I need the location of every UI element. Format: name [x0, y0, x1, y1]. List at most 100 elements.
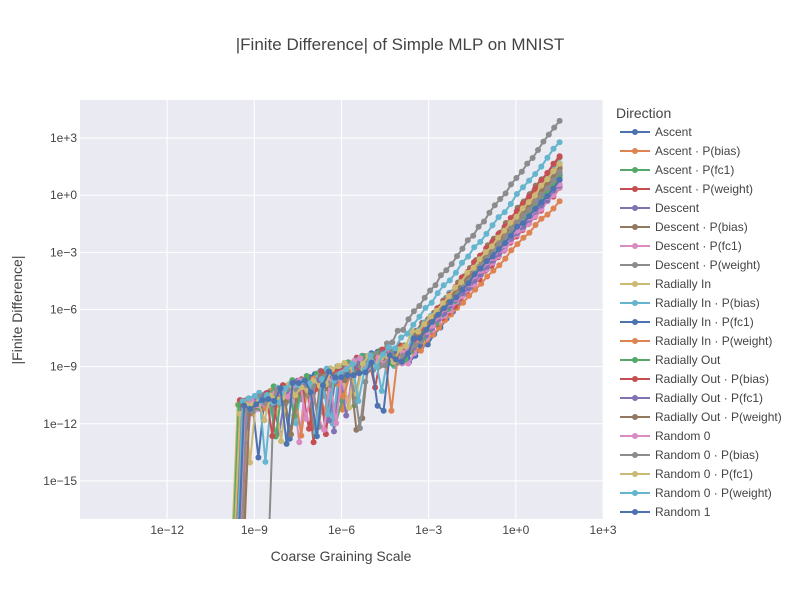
series-point [550, 168, 557, 175]
y-tick-label: 1e−15 [43, 474, 77, 488]
series-point [477, 265, 484, 272]
series-point [452, 269, 459, 276]
series-point [508, 181, 514, 188]
legend-item: Radially In · P(bias) [620, 296, 760, 310]
series-point [556, 160, 563, 167]
series-point [470, 232, 477, 239]
series-point [339, 406, 346, 413]
series-point [502, 255, 509, 262]
series-point [470, 264, 477, 271]
series-point [513, 213, 520, 220]
series-point [490, 267, 497, 274]
series-point [529, 155, 536, 161]
series-point [496, 262, 503, 269]
series-point [520, 184, 526, 191]
series-point [301, 377, 308, 384]
series-point [507, 200, 514, 207]
series-point [526, 193, 532, 200]
series-point [472, 286, 479, 293]
series-point [306, 425, 312, 432]
x-axis-ticks: 1e−12 1e−9 1e−6 1e−3 1e+0 1e+3 [150, 523, 617, 537]
series-point [245, 395, 252, 402]
series-point [532, 171, 539, 177]
series-point [331, 428, 337, 435]
y-axis-title: |Finite Difference| [9, 256, 25, 365]
series-point [411, 335, 417, 342]
series-point [402, 343, 409, 350]
series-point [508, 225, 515, 232]
series-point [340, 393, 347, 400]
series-point [410, 321, 417, 328]
series-point [477, 238, 484, 245]
series-point [318, 376, 325, 382]
series-point [556, 139, 563, 146]
series-point [326, 368, 332, 375]
series-point [453, 294, 460, 301]
series-point [491, 202, 498, 209]
series-point [378, 388, 385, 394]
series-point [526, 229, 533, 236]
series-point [429, 318, 436, 325]
legend-label: Radially In · P(weight) [655, 334, 772, 348]
series-point [526, 177, 533, 184]
legend-label: Radially In · P(fc1) [655, 315, 754, 329]
series-point [379, 351, 386, 358]
series-point [439, 300, 446, 307]
series-point [432, 282, 439, 289]
series-point [476, 256, 483, 263]
series-point [355, 398, 362, 404]
series-point [482, 249, 489, 256]
series-point [388, 407, 395, 414]
series-point [458, 279, 465, 286]
legend-item: Ascent · P(bias) [620, 144, 740, 158]
series-point [293, 420, 299, 427]
legend-item: Random 1 [620, 505, 711, 519]
series-point [389, 339, 396, 346]
legend-label: Ascent · P(bias) [655, 144, 740, 158]
series-point [374, 402, 381, 409]
series-point [440, 282, 447, 289]
y-tick-label: 1e+3 [50, 131, 77, 145]
series-point [386, 352, 393, 359]
series-point [404, 330, 411, 337]
series-point [434, 290, 441, 297]
series-point [447, 299, 454, 306]
series-point [495, 214, 502, 221]
legend-item: Descent · P(bias) [620, 220, 748, 234]
series-point [335, 363, 342, 369]
series-point [518, 168, 525, 175]
x-tick-label: 1e−9 [241, 523, 268, 537]
series-point [344, 372, 351, 379]
legend-item: Descent [620, 201, 700, 215]
series-point [452, 284, 459, 291]
legend-label: Random 0 [655, 429, 711, 443]
legend-swatch-marker [632, 167, 638, 173]
legend-item: Descent · P(weight) [620, 258, 760, 272]
series-point [538, 182, 545, 189]
legend-item: Ascent · P(fc1) [620, 163, 734, 177]
series-point [421, 294, 428, 301]
series-point [255, 454, 262, 461]
legend-swatch-marker [632, 338, 638, 344]
legend-label: Random 0 · P(bias) [655, 448, 759, 462]
series-point [502, 240, 508, 247]
legend-swatch-marker [632, 262, 638, 268]
series-point [448, 261, 455, 268]
series-point [497, 196, 504, 202]
y-tick-label: 1e−12 [43, 417, 77, 431]
series-point [478, 280, 485, 287]
series-point [550, 160, 557, 167]
series-point [380, 407, 387, 414]
series-point [416, 313, 423, 320]
x-tick-label: 1e+3 [589, 523, 616, 537]
series-point [544, 170, 551, 176]
series-point [538, 199, 545, 205]
series-point [302, 415, 309, 422]
series-point [501, 209, 508, 216]
series-point [501, 227, 508, 234]
legend-item: Descent · P(fc1) [620, 239, 742, 253]
series-point [459, 245, 466, 252]
series-point [427, 313, 434, 320]
series-point [496, 240, 503, 247]
